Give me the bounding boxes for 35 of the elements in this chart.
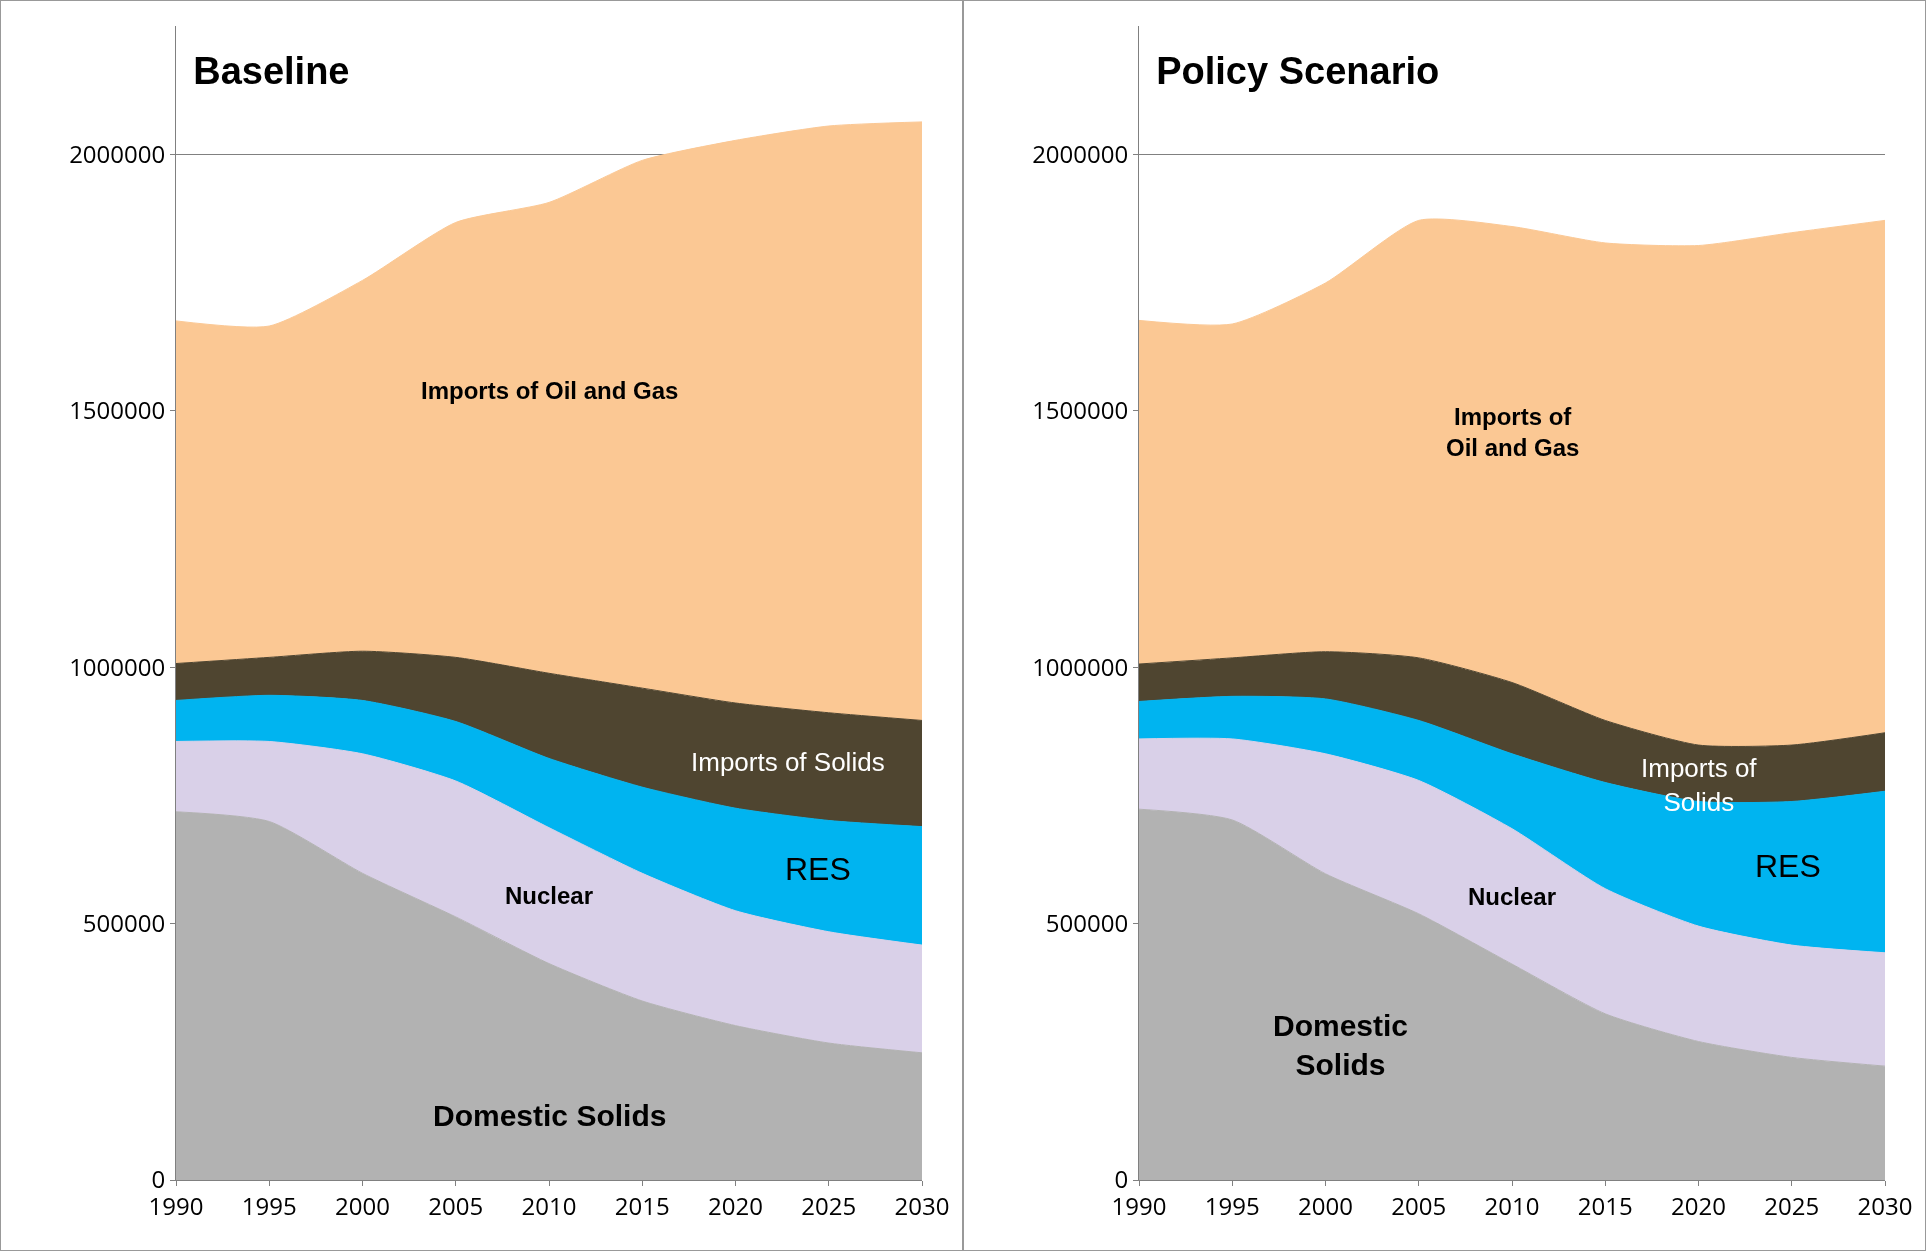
y-tick-label: 500000 bbox=[82, 905, 166, 939]
y-tick-label: 2000000 bbox=[1032, 136, 1129, 170]
x-tick-label: 2015 bbox=[614, 1188, 670, 1222]
x-tick-label: 2020 bbox=[1671, 1188, 1726, 1222]
series-label: Imports of Solids bbox=[691, 747, 885, 777]
x-tick-label: 2005 bbox=[1391, 1188, 1447, 1222]
x-tick-label: 1995 bbox=[1204, 1188, 1260, 1222]
y-tick-label: 1000000 bbox=[1032, 649, 1129, 683]
x-tick-label: 2030 bbox=[1857, 1188, 1913, 1222]
y-tick-label: 1000000 bbox=[69, 649, 166, 683]
y-tick-label: 1500000 bbox=[1032, 393, 1129, 427]
text: Policy Scenario bbox=[1156, 49, 1440, 92]
series-label: Nuclear bbox=[505, 882, 594, 909]
series-label: RES bbox=[1755, 848, 1821, 884]
x-tick-label: 2010 bbox=[1484, 1188, 1540, 1222]
x-tick-label: 2020 bbox=[708, 1188, 763, 1222]
series-label: Imports of Oil and Gas bbox=[421, 377, 679, 404]
y-tick-label: 500000 bbox=[1045, 905, 1129, 939]
y-tick-label: 2000000 bbox=[69, 136, 166, 170]
x-tick-label: 2025 bbox=[801, 1188, 857, 1222]
x-tick-label: 2000 bbox=[335, 1188, 390, 1222]
x-tick-label: 2015 bbox=[1577, 1188, 1633, 1222]
series-label: RES bbox=[785, 851, 851, 887]
text: Baseline bbox=[193, 49, 350, 92]
series-label: Imports of Oil and Gas bbox=[1446, 403, 1580, 462]
x-tick-label: 2005 bbox=[428, 1188, 484, 1222]
y-tick-label: 1500000 bbox=[69, 393, 166, 427]
x-tick-label: 2030 bbox=[894, 1188, 950, 1222]
series-label: Domestic Solids bbox=[1273, 1009, 1409, 1081]
x-tick-label: 2025 bbox=[1764, 1188, 1820, 1222]
x-tick-label: 1995 bbox=[241, 1188, 297, 1222]
x-tick-label: 2000 bbox=[1298, 1188, 1353, 1222]
series-label: Domestic Solids bbox=[433, 1099, 667, 1132]
series-label: Nuclear bbox=[1468, 883, 1557, 910]
x-tick-label: 2010 bbox=[521, 1188, 577, 1222]
